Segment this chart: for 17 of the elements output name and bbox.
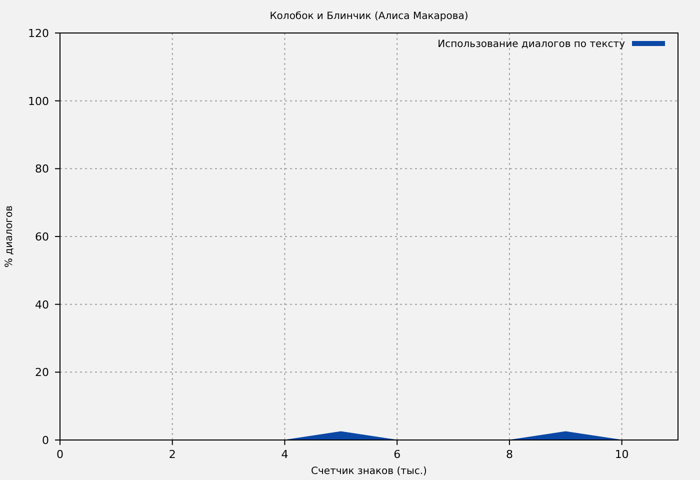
x-axis-title: Счетчик знаков (тыс.) — [311, 466, 428, 477]
y-tick-label: 60 — [35, 230, 49, 244]
y-tick-label: 40 — [35, 298, 49, 312]
legend-label: Использование диалогов по тексту — [438, 39, 626, 50]
x-tick-label: 6 — [394, 448, 401, 461]
x-tick-label: 8 — [506, 448, 513, 461]
y-tick-label: 20 — [35, 366, 49, 380]
y-tick-label: 80 — [35, 162, 49, 176]
y-tick-label: 120 — [28, 27, 49, 40]
x-tick-label: 4 — [281, 448, 288, 461]
y-tick-label: 100 — [28, 94, 49, 108]
chart-title: Колобок и Блинчик (Алиса Макарова) — [270, 11, 468, 22]
x-tick-label: 2 — [168, 448, 176, 461]
x-tick-label: 10 — [614, 448, 629, 461]
y-axis-title: % диалогов — [4, 205, 15, 268]
x-tick-label: 0 — [56, 448, 64, 461]
y-tick-label: 0 — [42, 434, 49, 447]
